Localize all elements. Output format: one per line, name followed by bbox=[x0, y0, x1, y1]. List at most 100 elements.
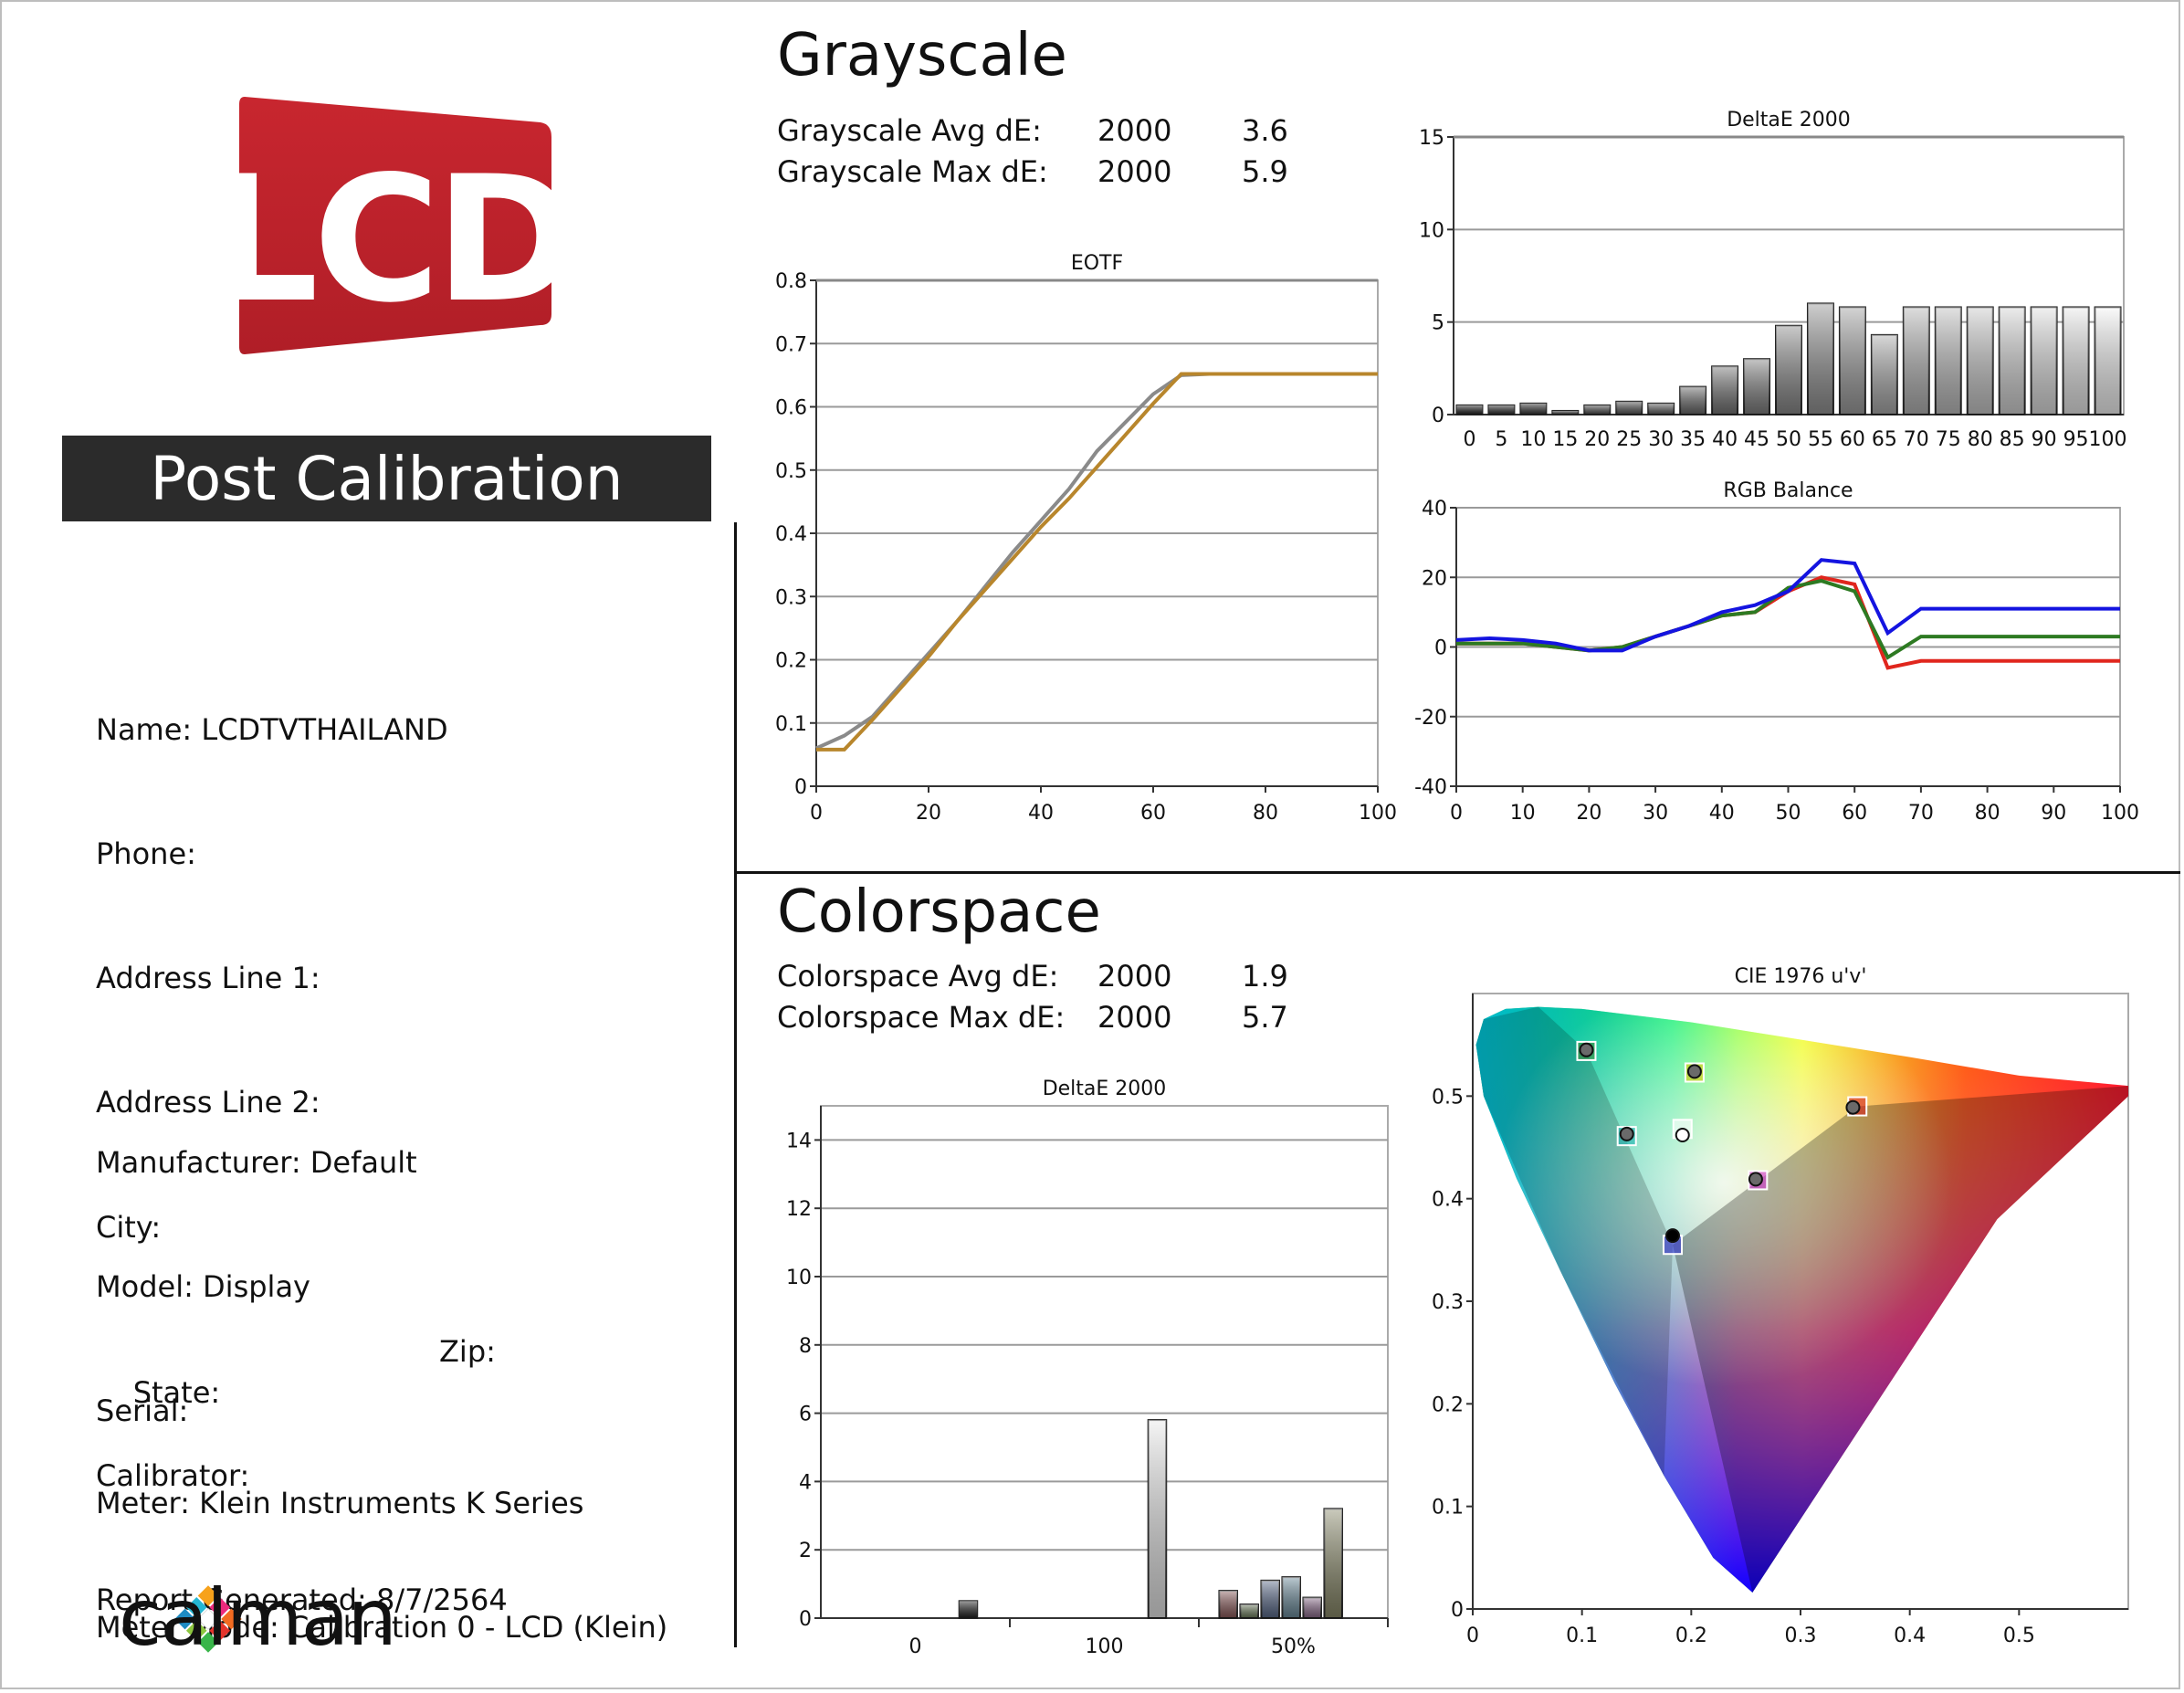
color-de-y-tick-label: 8 bbox=[799, 1335, 812, 1358]
gray-de-x-tick-label: 40 bbox=[1712, 428, 1738, 451]
color-de-chart: 0 2 4 6 8 10 12 14 DeltaE 2000 0 100 50% bbox=[786, 1078, 1389, 1658]
grayscale-max-standard: 2000 bbox=[1097, 154, 1172, 189]
info-address-2: Address Line 2: bbox=[96, 1085, 320, 1120]
rgb-balance-title: RGB Balance bbox=[1723, 479, 1853, 502]
color-de-bar-shade bbox=[1303, 1597, 1321, 1618]
cie-measured-point bbox=[1686, 1064, 1702, 1079]
lcd-logo: LCD bbox=[239, 97, 553, 354]
gray-de-x-tick-label: 45 bbox=[1744, 428, 1769, 451]
gray-de-y-tick-label: 10 bbox=[1419, 219, 1444, 242]
gray-de-bar-shade bbox=[1776, 325, 1801, 415]
rgb-balance-series-line-2 bbox=[1455, 558, 2120, 653]
eotf-x-tick-label: 20 bbox=[916, 802, 941, 825]
gray-de-bar-shade bbox=[1903, 307, 1929, 415]
rgb-balance-y-tick-label: -20 bbox=[1414, 707, 1447, 730]
info-manufacturer: Manufacturer: Default bbox=[96, 1144, 417, 1180]
cie-outside-gamut-shade bbox=[1475, 1006, 1673, 1476]
grayscale-title: Grayscale bbox=[777, 22, 1067, 89]
gray-de-x-tick-label: 75 bbox=[1936, 428, 1961, 451]
cie-gamut-white-overlay bbox=[1475, 1006, 2128, 1593]
cie-y-tick-label: 0.1 bbox=[1432, 1497, 1464, 1519]
section-divider-vertical bbox=[734, 522, 737, 1647]
gray-de-bar-shade bbox=[1584, 405, 1611, 415]
gray-de-x-tick-label: 85 bbox=[2000, 428, 2025, 451]
gray-de-bar-shade bbox=[1839, 307, 1865, 415]
cie-x-tick-label: 0 bbox=[1466, 1625, 1479, 1647]
rgb-balance-x-tick-label: 70 bbox=[1908, 802, 1934, 825]
cie-measured-point bbox=[1748, 1172, 1763, 1187]
calman-wordmark: calman bbox=[119, 1572, 397, 1664]
info-zip: Zip: bbox=[439, 1333, 496, 1369]
info-report-generated: Report Generated: 8/7/2564 bbox=[96, 1583, 508, 1618]
color-de-y-tick-label: 14 bbox=[786, 1130, 812, 1152]
colorspace-max-value: 5.7 bbox=[1242, 1000, 1288, 1035]
cie-y-tick-label: 0.5 bbox=[1432, 1086, 1464, 1109]
rgb-balance-y-tick-label: 20 bbox=[1422, 567, 1447, 590]
color-de-y-tick-label: 10 bbox=[786, 1267, 812, 1289]
colorspace-max-standard: 2000 bbox=[1097, 1000, 1172, 1035]
color-de-bar-shade bbox=[1240, 1604, 1258, 1618]
eotf-x-tick-label: 80 bbox=[1253, 802, 1278, 825]
cie-y-tick-label: 0 bbox=[1451, 1599, 1464, 1622]
info-calibrator: Calibrator: bbox=[96, 1458, 250, 1494]
eotf-x-tick-label: 100 bbox=[1359, 802, 1397, 825]
cie-x-tick-label: 0.2 bbox=[1675, 1625, 1707, 1647]
gray-de-x-tick-label: 70 bbox=[1904, 428, 1929, 451]
gray-de-bar-shade bbox=[1999, 307, 2025, 415]
gray-de-x-tick-label: 20 bbox=[1584, 428, 1610, 451]
eotf-x-tick-label: 40 bbox=[1028, 802, 1054, 825]
info-serial: Serial: bbox=[96, 1393, 189, 1429]
gray-de-bar-shade bbox=[1807, 303, 1833, 415]
gray-de-bar-shade bbox=[1871, 334, 1897, 415]
color-de-bar-shade bbox=[1282, 1577, 1300, 1618]
color-de-plot-area bbox=[820, 1105, 1389, 1619]
gray-de-x-tick-label: 80 bbox=[1968, 428, 1993, 451]
gray-de-bar-shade bbox=[2031, 307, 2057, 415]
color-de-bar-shade bbox=[1148, 1420, 1167, 1618]
cie-measured-point bbox=[1579, 1042, 1594, 1057]
rgb-balance-x-tick-label: 100 bbox=[2101, 802, 2139, 825]
gray-de-x-tick-label: 25 bbox=[1616, 428, 1642, 451]
gray-de-x-tick-label: 10 bbox=[1520, 428, 1546, 451]
lcd-logo-text: LCD bbox=[239, 139, 553, 341]
eotf-chart: 0 0.1 0.2 0.3 0.4 0.5 0.6 0.7 0.8 EOTF 0 20 40 60 80 10… bbox=[775, 252, 1397, 825]
color-de-y-tick-label: 12 bbox=[786, 1198, 812, 1221]
gray-de-bar-shade bbox=[1616, 401, 1643, 415]
eotf-y-tick-label: 0.1 bbox=[775, 713, 807, 736]
gray-de-x-tick-label: 15 bbox=[1552, 428, 1578, 451]
gray-de-x-tick-label: 35 bbox=[1680, 428, 1706, 451]
eotf-y-tick-label: 0.7 bbox=[775, 333, 807, 356]
cie-x-tick-label: 0.4 bbox=[1894, 1625, 1926, 1647]
gray-de-x-tick-label: 90 bbox=[2032, 428, 2057, 451]
gray-de-bar-shade bbox=[1648, 403, 1675, 415]
gray-de-x-tick-label: 100 bbox=[2089, 428, 2127, 451]
gray-de-bar-shade bbox=[2095, 307, 2121, 415]
cie-x-tick-label: 0.3 bbox=[1785, 1625, 1817, 1647]
colorspace-max-label: Colorspace Max dE: bbox=[777, 1000, 1066, 1035]
cie-measured-point bbox=[1619, 1126, 1634, 1141]
gray-de-bar-shade bbox=[1967, 307, 1993, 415]
rgb-balance-x-tick-label: 40 bbox=[1709, 802, 1735, 825]
eotf-y-tick-label: 0.8 bbox=[775, 270, 807, 293]
customer-info: Name: LCDTVTHAILAND Phone: Address Line … bbox=[96, 626, 508, 1663]
rgb-balance-x-tick-label: 50 bbox=[1776, 802, 1801, 825]
color-de-bar-shade bbox=[1219, 1591, 1237, 1618]
cie-x-tick-label: 0.5 bbox=[2003, 1625, 2035, 1647]
eotf-title: EOTF bbox=[1071, 252, 1123, 275]
eotf-y-tick-label: 0.2 bbox=[775, 650, 807, 673]
rgb-balance-x-tick-label: 10 bbox=[1510, 802, 1536, 825]
cie-title: CIE 1976 u'v' bbox=[1735, 965, 1867, 988]
eotf-y-tick-label: 0.5 bbox=[775, 460, 807, 483]
gray-de-bar-shade bbox=[1520, 403, 1547, 415]
rgb-balance-x-tick-label: 30 bbox=[1643, 802, 1668, 825]
color-de-bar-shade bbox=[1261, 1580, 1279, 1618]
cie-chart: CIE 1976 u'v' 0 0.1 0.2 0.3 0.4 0.5 0 0.1 0.2 0.3 0… bbox=[1432, 965, 2129, 1647]
eotf-series-line-0 bbox=[815, 372, 1378, 751]
cie-x-tick-label: 0.1 bbox=[1566, 1625, 1598, 1647]
gray-de-bar-shade bbox=[1935, 307, 1961, 415]
info-state-row: State: Zip: bbox=[96, 1331, 508, 1410]
cie-y-tick-label: 0.2 bbox=[1432, 1393, 1464, 1416]
info-address-1: Address Line 1: bbox=[96, 961, 320, 996]
